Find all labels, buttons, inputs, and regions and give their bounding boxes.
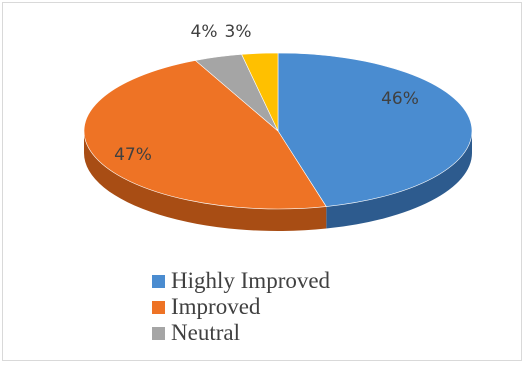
legend: Highly Improved Improved Neutral bbox=[152, 268, 330, 346]
data-label-1: 47% bbox=[114, 145, 152, 165]
data-label-2: 4% bbox=[191, 22, 218, 42]
legend-swatch-neutral bbox=[152, 326, 165, 340]
legend-label-improved: Improved bbox=[171, 294, 261, 319]
legend-swatch-improved bbox=[152, 300, 165, 314]
pie-side-1 bbox=[84, 131, 327, 232]
pie-slice-3 bbox=[241, 52, 279, 132]
legend-item-improved: Improved bbox=[152, 294, 330, 320]
pie-slice-0 bbox=[277, 52, 473, 207]
legend-label-highly-improved: Highly Improved bbox=[171, 268, 331, 293]
pie-slice-1 bbox=[83, 60, 327, 210]
pie-sides bbox=[84, 131, 472, 232]
legend-label-neutral: Neutral bbox=[171, 320, 240, 345]
pie-side-0 bbox=[326, 131, 472, 229]
data-label-3: 3% bbox=[225, 22, 252, 42]
data-label-0: 46% bbox=[381, 89, 419, 109]
legend-swatch-highly-improved bbox=[152, 274, 165, 288]
legend-item-neutral: Neutral bbox=[152, 320, 330, 346]
pie-top bbox=[83, 52, 473, 210]
legend-item-highly-improved: Highly Improved bbox=[152, 268, 330, 294]
